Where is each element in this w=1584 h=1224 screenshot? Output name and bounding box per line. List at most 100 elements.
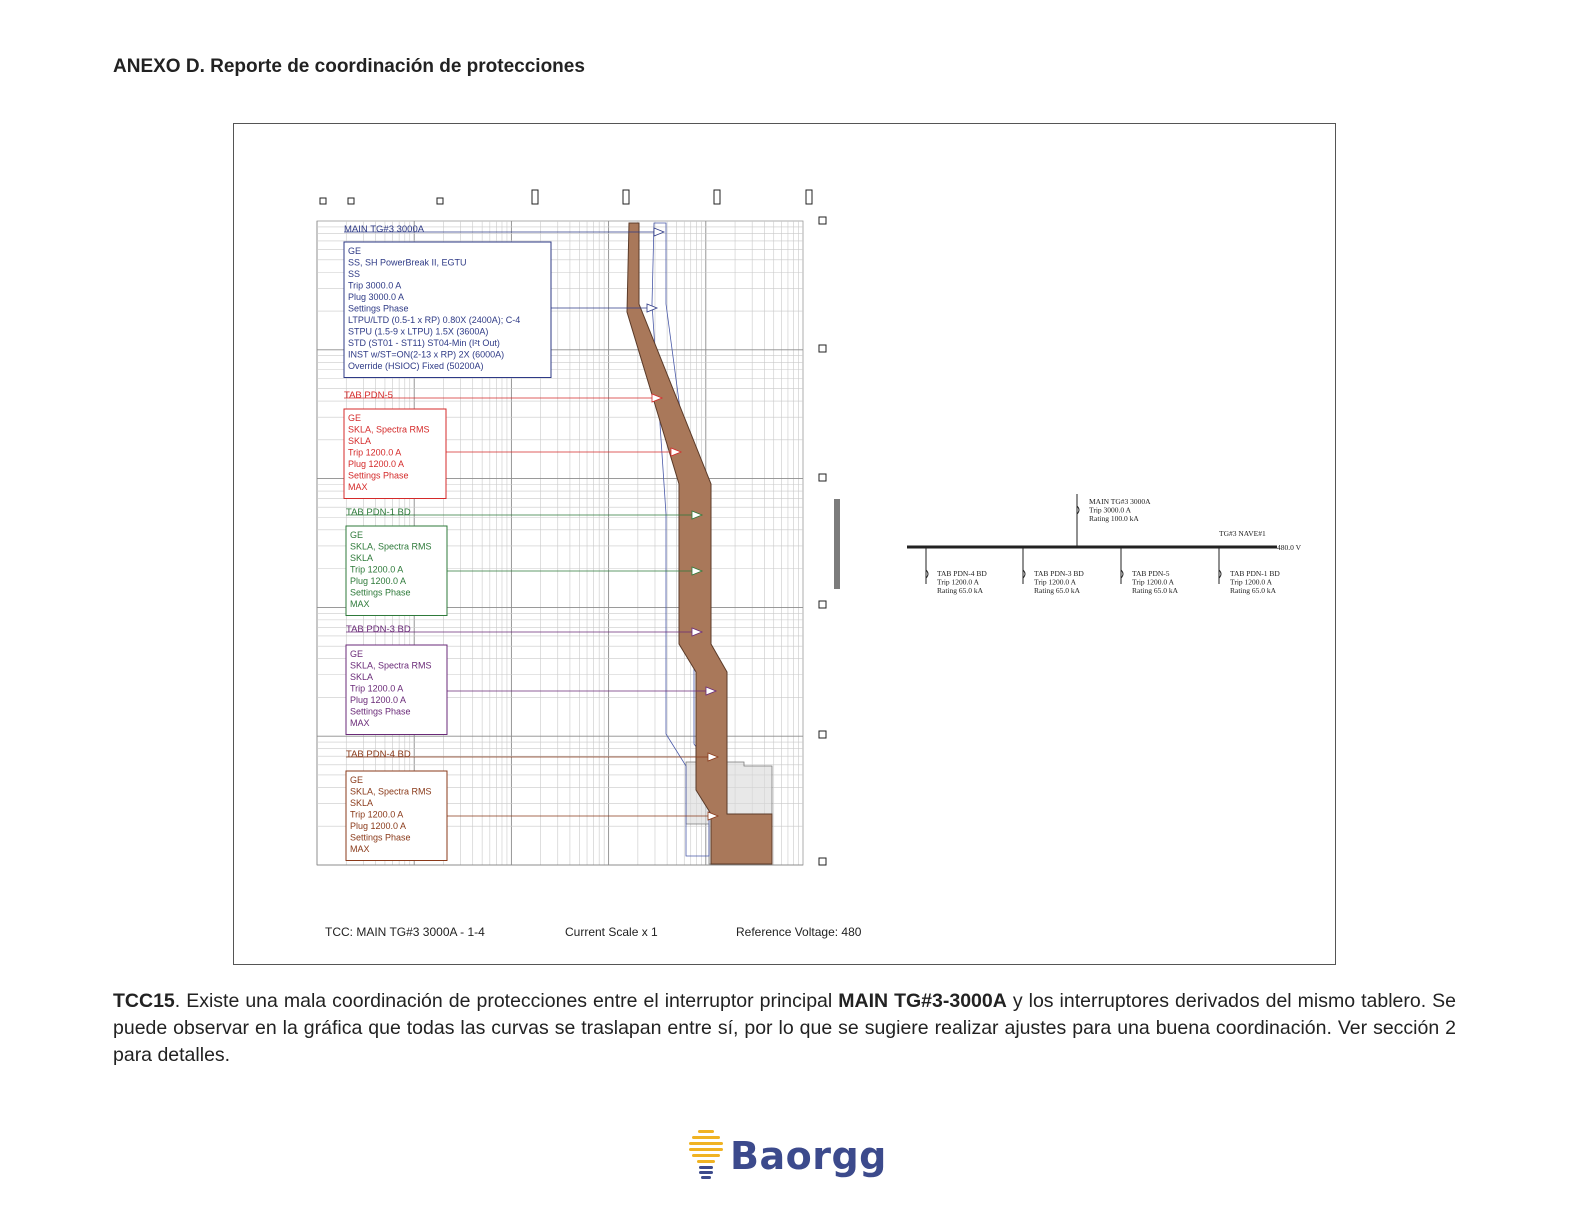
device-arrow <box>705 686 718 696</box>
device-setting-line: SKLA, Spectra RMS <box>350 787 432 797</box>
device-setting-line: Settings Phase <box>348 471 409 481</box>
device-setting-line: Plug 1200.0 A <box>350 821 406 831</box>
scale-marker <box>531 189 539 205</box>
device-title: TAB PDN-5 <box>344 390 393 401</box>
device-setting-line: GE <box>350 530 363 540</box>
device-arrow <box>691 627 704 637</box>
axis-label-block <box>834 499 840 589</box>
scale-marker <box>818 473 827 482</box>
scale-marker <box>347 197 355 205</box>
caption-text-2: y los interruptores derivados del mismo … <box>113 990 1457 1066</box>
device-setting-line: Plug 1200.0 A <box>348 459 404 469</box>
main-breaker-symbol <box>1076 505 1080 515</box>
branch-label: Trip 1200.0 A <box>1034 578 1077 587</box>
device-setting-line: Override (HSIOC) Fixed (50200A) <box>348 361 484 371</box>
scale-marker <box>818 857 827 866</box>
branch-breaker-symbol <box>1218 569 1222 579</box>
device-setting-line: Trip 1200.0 A <box>348 448 401 458</box>
device-arrow <box>670 447 683 457</box>
device-settings-box <box>343 408 447 499</box>
scale-marker <box>818 344 827 353</box>
branch-breaker-symbol <box>1022 569 1026 579</box>
device-arrow <box>691 566 704 576</box>
scale-marker <box>818 216 827 225</box>
device-setting-line: Plug 3000.0 A <box>348 292 404 302</box>
device-setting-line: Trip 3000.0 A <box>348 281 401 291</box>
scale-marker <box>805 189 813 205</box>
device-setting-line: Settings Phase <box>350 833 411 843</box>
device-setting-line: Settings Phase <box>350 707 411 717</box>
lightbulb-icon <box>689 1130 723 1179</box>
device-setting-line: Trip 1200.0 A <box>350 684 403 694</box>
device-setting-line: SKLA, Spectra RMS <box>350 542 432 552</box>
device-arrow <box>651 393 664 403</box>
device-setting-line: MAX <box>350 844 370 854</box>
device-setting-line: INST w/ST=ON(2-13 x RP) 2X (6000A) <box>348 350 504 360</box>
device-settings-box <box>345 644 448 735</box>
branch-label: Rating 65.0 kA <box>1132 586 1179 595</box>
device-setting-line: MAX <box>350 599 370 609</box>
main-breaker-label: Trip 3000.0 A <box>1089 506 1132 515</box>
device-arrow <box>653 227 666 237</box>
device-setting-line: Plug 1200.0 A <box>350 576 406 586</box>
caption-device: MAIN TG#3-3000A <box>838 990 1007 1012</box>
caption-lead: TCC15 <box>113 990 175 1012</box>
branch-label: TAB PDN-1 BD <box>1230 569 1280 578</box>
device-setting-line: SKLA, Spectra RMS <box>348 425 430 435</box>
branch-label: Trip 1200.0 A <box>1230 578 1273 587</box>
branch-label: Rating 65.0 kA <box>937 586 984 595</box>
main-breaker-label: Rating 100.0 kA <box>1089 514 1139 523</box>
branch-label: Rating 65.0 kA <box>1230 586 1277 595</box>
device-settings-box <box>345 525 448 616</box>
scale-marker <box>319 197 327 205</box>
figure-caption: TCC15. Existe una mala coordinación de p… <box>113 988 1456 1069</box>
scale-marker <box>818 600 827 609</box>
device-setting-line: GE <box>348 413 361 423</box>
device-setting-line: GE <box>350 775 363 785</box>
device-setting-line: STPU (1.5-9 x LTPU) 1.5X (3600A) <box>348 327 488 337</box>
device-arrow <box>646 303 659 313</box>
scale-markers <box>319 189 840 866</box>
device-setting-line: Trip 1200.0 A <box>350 810 403 820</box>
scale-marker <box>622 189 630 205</box>
device-setting-line: Plug 1200.0 A <box>350 695 406 705</box>
company-logo: Baorgg <box>686 1128 887 1184</box>
device-setting-line: Trip 1200.0 A <box>350 565 403 575</box>
tcc-device-labels: MAIN TG#3 3000A GE SS, SH PowerBreak II, E… <box>343 224 720 861</box>
device-setting-line: SKLA <box>350 798 373 808</box>
device-settings-box <box>343 241 552 378</box>
main-breaker-band <box>626 222 773 865</box>
bus-name: TG#3 NAVE#1 <box>1219 529 1266 538</box>
device-setting-line: GE <box>348 246 361 256</box>
branch-band-blue <box>651 222 710 857</box>
device-title: TAB PDN-3 BD <box>346 624 411 635</box>
device-title: TAB PDN-1 BD <box>346 507 411 518</box>
scale-marker <box>436 197 444 205</box>
scale-marker <box>713 189 721 205</box>
device-setting-line: SKLA <box>348 436 371 446</box>
device-setting-line: LTPU/LTD (0.5-1 x RP) 0.80X (2400A); C-4 <box>348 315 520 325</box>
device-setting-line: SKLA <box>350 553 373 563</box>
device-setting-line: MAX <box>350 718 370 728</box>
current-scale: Current Scale x 1 <box>565 925 658 939</box>
device-settings-box <box>345 770 448 861</box>
device-setting-line: Settings Phase <box>350 588 411 598</box>
device-setting-line: STD (ST01 - ST11) ST04-Min (I²t Out) <box>348 338 500 348</box>
tcc-figure: MAIN TG#3 3000A GE SS, SH PowerBreak II, E… <box>233 123 1336 965</box>
device-title: MAIN TG#3 3000A <box>344 224 425 235</box>
device-arrow <box>691 510 704 520</box>
device-setting-line: GE <box>350 649 363 659</box>
device-setting-line: SKLA, Spectra RMS <box>350 661 432 671</box>
branch-label: Rating 65.0 kA <box>1034 586 1081 595</box>
device-arrow <box>707 811 720 821</box>
page-heading: ANEXO D. Reporte de coordinación de prot… <box>113 56 585 77</box>
device-arrow <box>707 752 720 762</box>
device-setting-line: MAX <box>348 482 368 492</box>
branch-label: TAB PDN-4 BD <box>937 569 987 578</box>
reference-voltage: Reference Voltage: 480 <box>736 925 862 939</box>
device-setting-line: SS, SH PowerBreak II, EGTU <box>348 258 467 268</box>
device-title: TAB PDN-4 BD <box>346 749 411 760</box>
caption-text-1: . Existe una mala coordinación de protec… <box>174 990 839 1012</box>
device-setting-line: Settings Phase <box>348 304 409 314</box>
